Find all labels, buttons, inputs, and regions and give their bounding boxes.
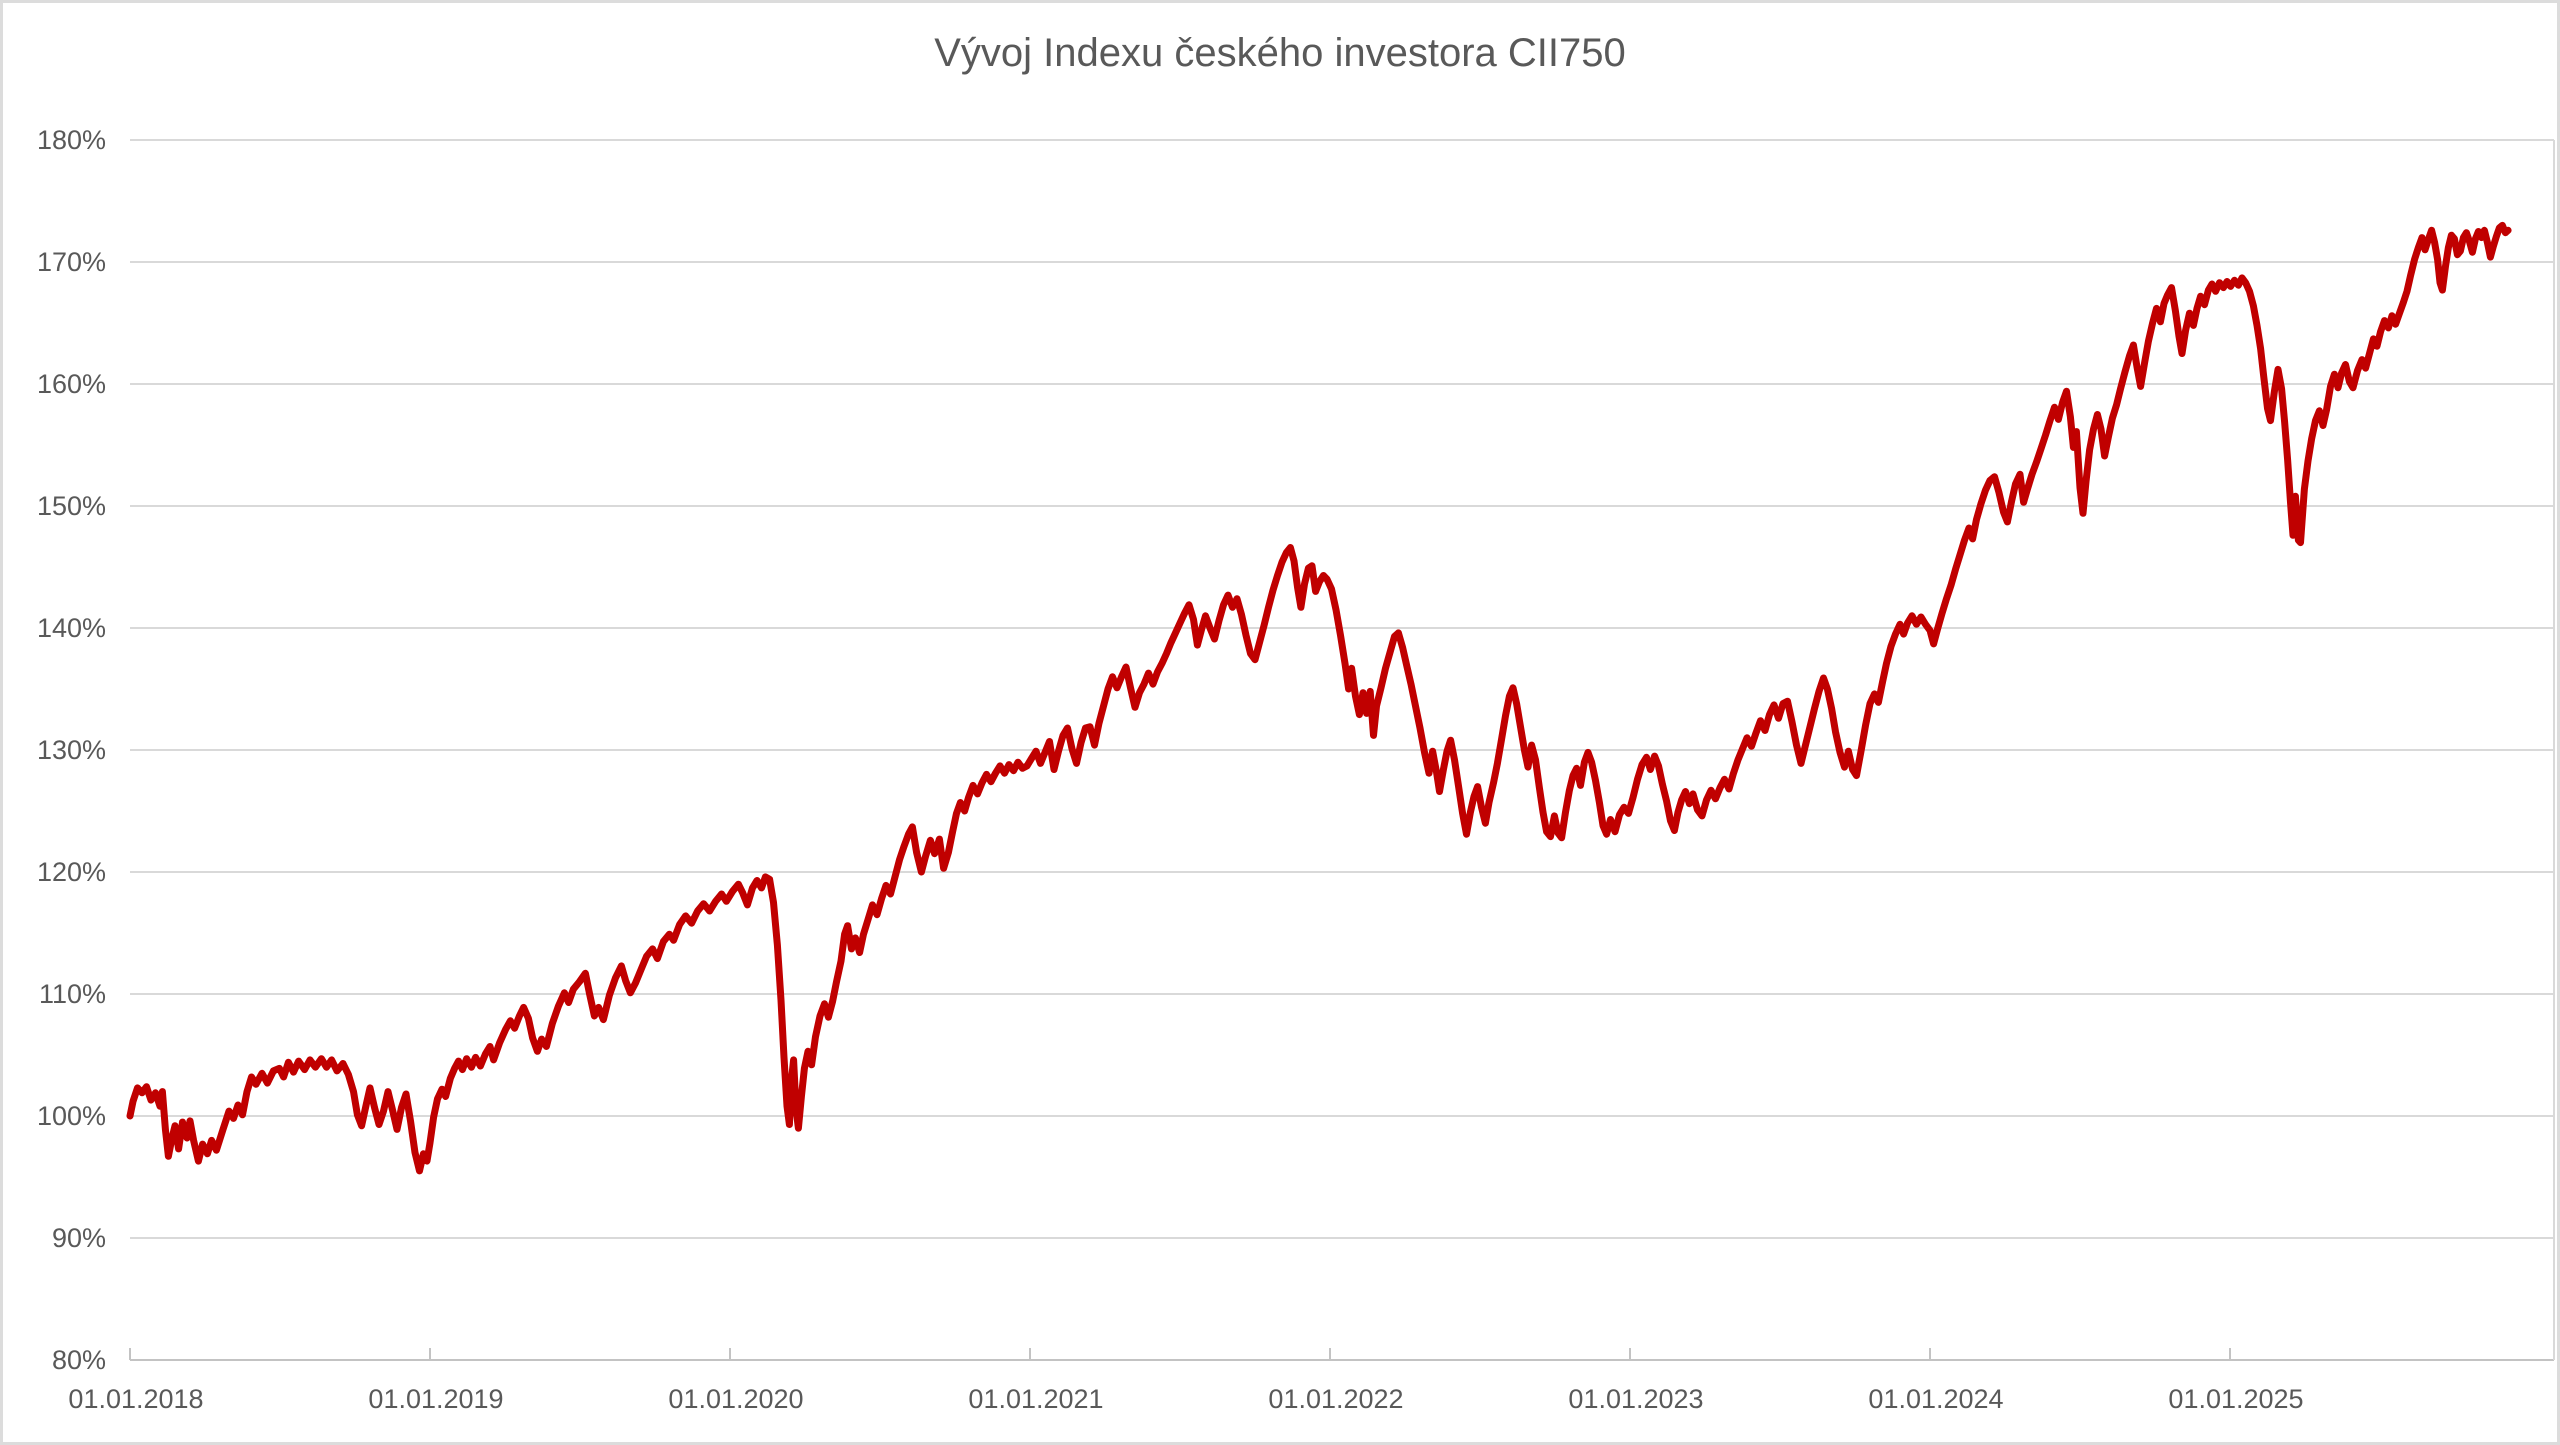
y-tick-label: 170%: [37, 247, 106, 277]
x-tick-label: 01.01.2022: [1268, 1384, 1403, 1414]
x-tick-label: 01.01.2018: [68, 1384, 203, 1414]
y-tick-label: 110%: [39, 979, 106, 1009]
gridlines: [130, 139, 2554, 1239]
y-tick-label: 120%: [37, 857, 106, 887]
y-axis-tick-labels: 80% 90% 100% 110% 120% 130% 140% 150% 160% 170% 18…: [37, 125, 106, 1375]
y-tick-label: 100%: [37, 1101, 106, 1131]
y-tick-label: 160%: [37, 369, 106, 399]
x-tick-label: 01.01.2025: [2168, 1384, 2303, 1414]
series-CII750: [126, 221, 2512, 1175]
series-line: [126, 221, 2512, 1175]
x-tick-label: 01.01.2020: [668, 1384, 803, 1414]
chart-title: Vývoj Indexu českého investora CII750: [934, 31, 1626, 75]
x-tick-label: 01.01.2019: [368, 1384, 503, 1414]
y-tick-label: 90%: [52, 1223, 106, 1253]
x-axis-tick-labels: 01.01.2018 01.01.2019 01.01.2020 01.01.2021…: [68, 1384, 2303, 1414]
y-tick-label: 150%: [37, 491, 106, 521]
y-tick-label: 130%: [37, 735, 106, 765]
x-tick-label: 01.01.2023: [1568, 1384, 1703, 1414]
y-tick-label: 140%: [37, 613, 106, 643]
y-tick-label: 180%: [37, 125, 106, 155]
x-tick-label: 01.01.2021: [968, 1384, 1103, 1414]
x-tick-label: 01.01.2024: [1868, 1384, 2003, 1414]
axes: [129, 140, 2555, 1361]
y-tick-label: 80%: [52, 1345, 106, 1375]
